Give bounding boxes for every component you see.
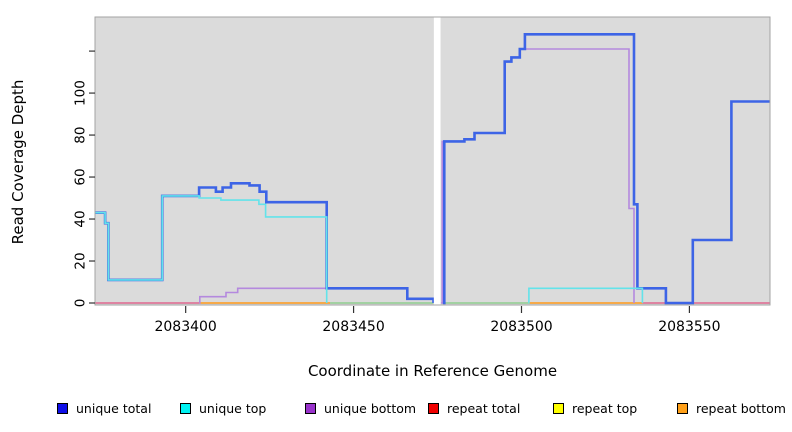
series-unique-total-seg1 [442,33,770,305]
x-tick-label-2083450: 2083450 [322,319,384,335]
legend-item-repeat-top: repeat top [553,400,637,416]
legend-label: unique top [199,400,267,416]
y-tick-label-80: 80 [72,127,88,144]
series-unique-top-seg1 [528,287,644,304]
legend-item-unique-total: unique total [57,400,151,416]
legend-label: unique bottom [324,400,417,416]
y-tick-label-0: 0 [73,299,89,308]
legend-swatch-unique-total [57,402,68,414]
legend-item-unique-bottom: unique bottom [305,400,416,416]
x-tick-label-2083550: 2083550 [658,319,720,335]
y-tick-label-20: 20 [73,252,89,269]
x-axis-title: Coordinate in Reference Genome [307,362,558,380]
legend-label: repeat top [572,400,638,416]
legend-item-repeat-bottom: repeat bottom [677,400,786,416]
legend-item-repeat-total: repeat total [428,400,520,416]
y-tick-label-100: 100 [72,80,88,106]
plot-panel [95,17,770,305]
legend-swatch-repeat-total [428,402,439,414]
legend-swatch-unique-top [180,402,191,414]
legend: unique total unique top unique bottom repea… [0,400,792,420]
x-tick-label-2083400: 2083400 [154,319,216,335]
legend-swatch-repeat-top [553,402,564,414]
legend-swatch-unique-bottom [305,402,316,414]
x-tick-label-2083500: 2083500 [490,319,552,335]
legend-label: repeat bottom [696,400,786,416]
legend-label: unique total [76,400,152,416]
plot-panel-border [94,16,771,306]
legend-swatch-repeat-bottom [677,402,688,414]
legend-item-unique-top: unique top [180,400,266,416]
y-tick-label-60: 60 [73,168,89,185]
masked-region-band [433,17,441,305]
y-tick-label-40: 40 [73,210,89,227]
series-unique-top-seg0 [95,195,328,303]
y-axis-title: Read Coverage Depth [9,79,27,245]
legend-label: repeat total [447,400,521,416]
